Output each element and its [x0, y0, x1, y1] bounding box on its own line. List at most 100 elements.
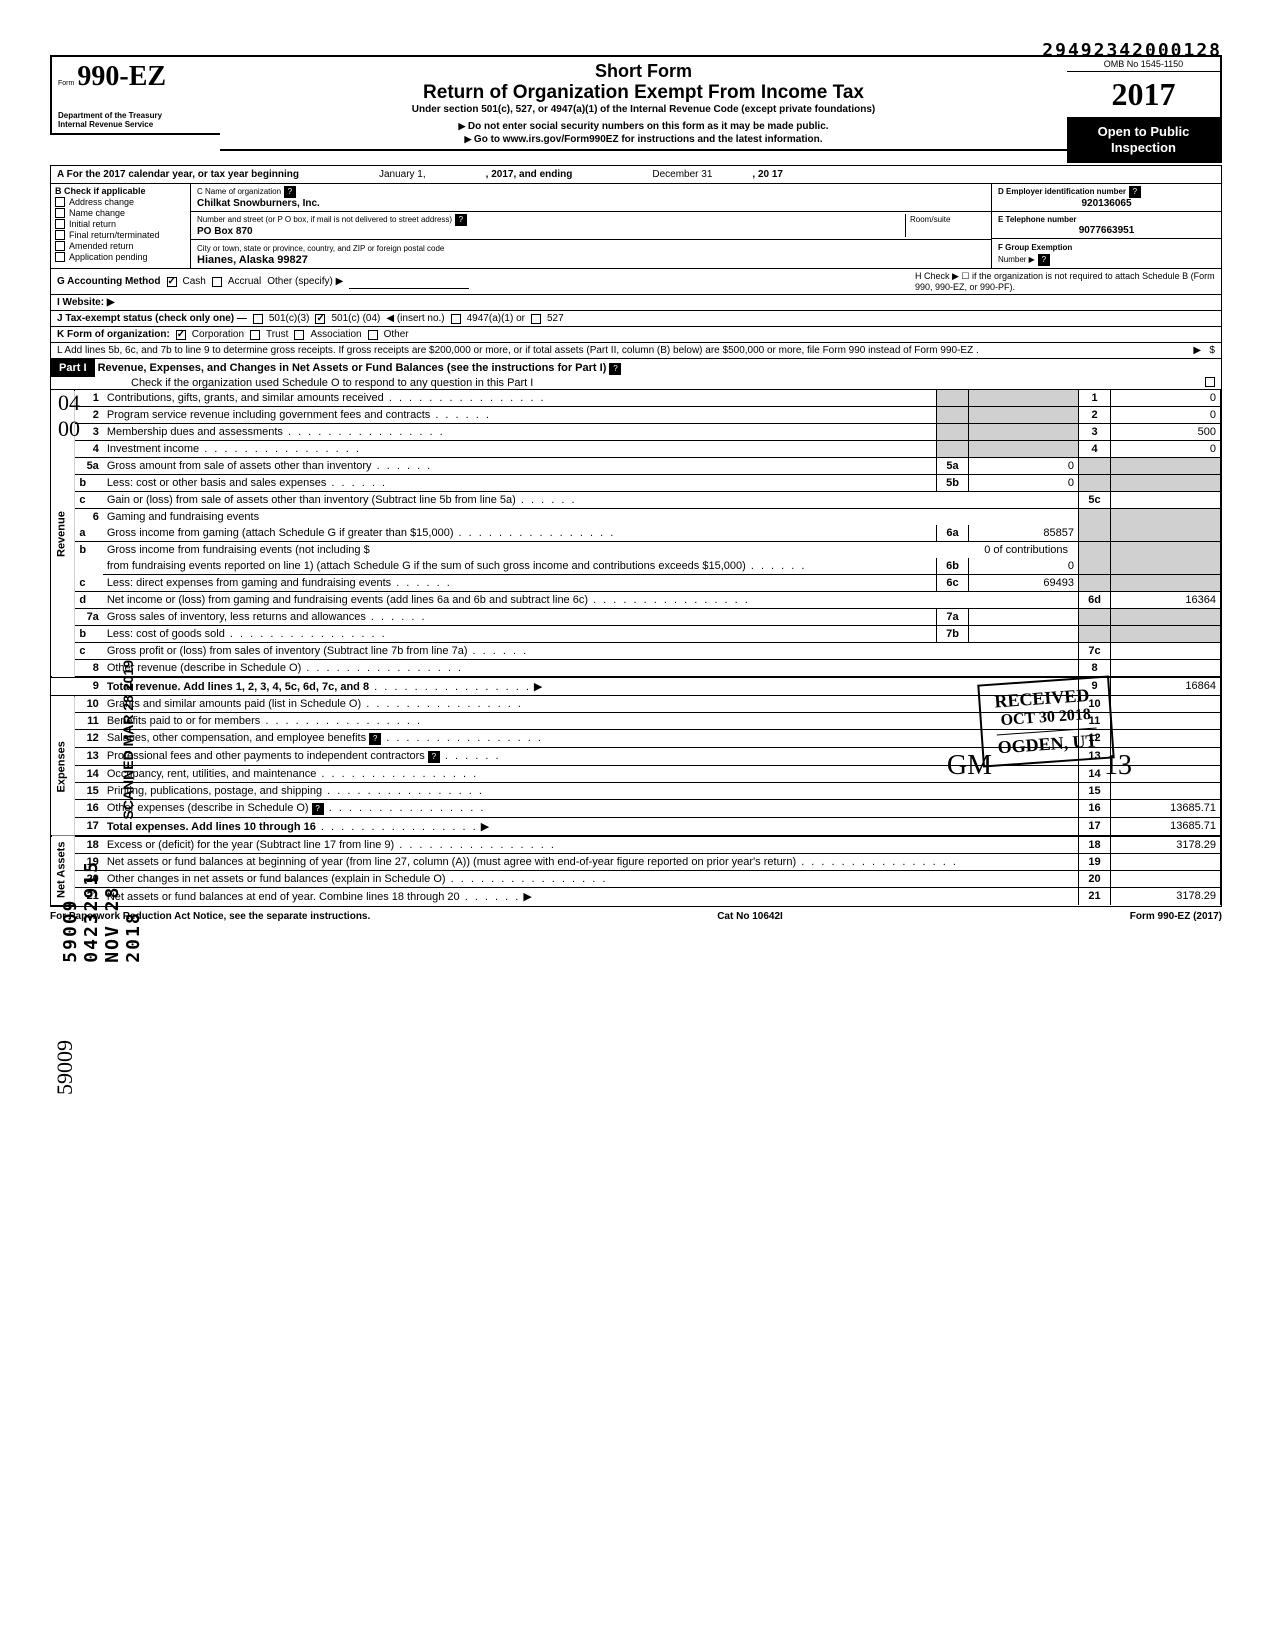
- val-18: 3178.29: [1111, 836, 1221, 854]
- val-21: 3178.29: [1111, 888, 1221, 906]
- street-label: Number and street (or P O box, if mail i…: [197, 215, 452, 224]
- stamp-ogden: OGDEN, UT: [997, 727, 1098, 758]
- chk-other-org[interactable]: [368, 330, 378, 340]
- row-l-gross-receipts: L Add lines 5b, 6c, and 7b to line 9 to …: [50, 343, 1222, 359]
- tax-year: 2017: [1067, 72, 1220, 118]
- chk-association[interactable]: [294, 330, 304, 340]
- val-16: 13685.71: [1111, 800, 1221, 818]
- box-3: 3: [1079, 424, 1111, 441]
- chk-schedule-o[interactable]: [1205, 377, 1215, 387]
- chk-corporation[interactable]: [176, 330, 186, 340]
- form-prefix: Form: [58, 80, 74, 87]
- chk-amended-return[interactable]: [55, 241, 65, 251]
- j-insert: ◀ (insert no.): [386, 313, 444, 324]
- chk-address-change[interactable]: [55, 197, 65, 207]
- box-21: 21: [1079, 888, 1111, 906]
- dln-stamp: 59009 04232915 NOV 28 2018: [60, 860, 144, 963]
- val-6c: 69493: [969, 575, 1079, 592]
- ln-9: 9: [75, 677, 103, 696]
- ln-5b-text: Less: cost or other basis and sales expe…: [107, 477, 327, 489]
- chk-initial-return[interactable]: [55, 219, 65, 229]
- ln-14-text: Occupancy, rent, utilities, and maintena…: [107, 768, 317, 780]
- j-label: J Tax-exempt status (check only one) —: [57, 313, 247, 324]
- col-b-item-2: Initial return: [69, 219, 116, 229]
- footer-right: Form 990-EZ (2017): [1130, 911, 1222, 922]
- box-6c: 6c: [937, 575, 969, 592]
- ln-6b-text1: Gross income from fundraising events (no…: [107, 544, 370, 556]
- website-label: I Website: ▶: [57, 297, 115, 308]
- help-icon: ?: [284, 186, 296, 198]
- box-8: 8: [1079, 660, 1111, 678]
- box-6a: 6a: [937, 525, 969, 542]
- ln-6b-text2: from fundraising events reported on line…: [107, 560, 746, 572]
- ln-20-text: Other changes in net assets or fund bala…: [107, 873, 446, 885]
- ln-6c-text: Less: direct expenses from gaming and fu…: [107, 577, 391, 589]
- ln-7c: c: [75, 643, 103, 660]
- box-15: 15: [1079, 783, 1111, 800]
- k-assoc: Association: [310, 329, 361, 340]
- help-icon: ?: [1129, 186, 1141, 198]
- j-opt3: 4947(a)(1) or: [467, 313, 525, 324]
- val-12: [1111, 730, 1221, 748]
- col-b-item-1: Name change: [69, 208, 125, 218]
- ln-9-text: Total revenue. Add lines 1, 2, 3, 4, 5c,…: [107, 681, 369, 693]
- ln-6b-contrib: 0 of contributions: [937, 542, 1079, 559]
- col-b-item-3: Final return/terminated: [69, 230, 160, 240]
- lines-table: Revenue 1 Contributions, gifts, grants, …: [51, 390, 1221, 906]
- acct-cash: Cash: [183, 276, 206, 287]
- ln-17: 17: [75, 818, 103, 837]
- chk-final-return[interactable]: [55, 230, 65, 240]
- part1-header-row: Part I Revenue, Expenses, and Changes in…: [50, 359, 1222, 390]
- val-10: [1111, 696, 1221, 713]
- ln-5a: 5a: [75, 458, 103, 475]
- ln-18-text: Excess or (deficit) for the year (Subtra…: [107, 839, 394, 851]
- row-j-tax-status: J Tax-exempt status (check only one) — 5…: [50, 311, 1222, 327]
- right-header-box: OMB No 1545-1150 2017 Open to Public Ins…: [1067, 55, 1222, 163]
- city-value: Hianes, Alaska 99827: [197, 254, 308, 266]
- city-cell: City or town, state or province, country…: [191, 240, 991, 268]
- row-a-suffix: , 20 17: [752, 169, 783, 180]
- box-6b: 6b: [937, 558, 969, 575]
- box-18: 18: [1079, 836, 1111, 854]
- handwriting-initials: GM: [947, 750, 992, 782]
- chk-cash[interactable]: [167, 277, 177, 287]
- ln-8: 8: [75, 660, 103, 678]
- lines-table-container: Revenue 1 Contributions, gifts, grants, …: [50, 390, 1222, 907]
- ln-7b-text: Less: cost of goods sold: [107, 628, 225, 640]
- chk-name-change[interactable]: [55, 208, 65, 218]
- chk-trust[interactable]: [250, 330, 260, 340]
- tel-value: 9077663951: [998, 225, 1215, 236]
- instruction-1: Do not enter social security numbers on …: [224, 121, 1063, 132]
- row-k-form-org: K Form of organization: Corporation Trus…: [50, 327, 1222, 343]
- ln-15-text: Printing, publications, postage, and shi…: [107, 785, 322, 797]
- help-icon: ?: [609, 363, 621, 375]
- ln-6c: c: [75, 575, 103, 592]
- chk-4947[interactable]: [451, 314, 461, 324]
- chk-accrual[interactable]: [212, 277, 222, 287]
- column-b: B Check if applicable Address change Nam…: [51, 184, 191, 268]
- chk-application-pending[interactable]: [55, 252, 65, 262]
- chk-527[interactable]: [531, 314, 541, 324]
- ln-4: 4: [75, 441, 103, 458]
- j-opt4: 527: [547, 313, 564, 324]
- ln-5c-text: Gain or (loss) from sale of assets other…: [107, 494, 516, 506]
- ln-18: 18: [75, 836, 103, 854]
- ln-14: 14: [75, 766, 103, 783]
- form-header: Form 990-EZ Department of the Treasury I…: [50, 55, 1222, 163]
- acct-other-input[interactable]: [349, 275, 469, 289]
- val-7b: [969, 626, 1079, 643]
- val-4: 0: [1111, 441, 1221, 458]
- ln-3-text: Membership dues and assessments: [107, 426, 283, 438]
- line-l-text: L Add lines 5b, 6c, and 7b to line 9 to …: [57, 345, 979, 356]
- val-9: 16864: [1111, 677, 1221, 696]
- chk-501c[interactable]: [315, 314, 325, 324]
- row-a-tax-year: A For the 2017 calendar year, or tax yea…: [50, 165, 1222, 184]
- box-5c: 5c: [1079, 492, 1111, 509]
- handwriting-04: 04 00: [58, 390, 80, 442]
- ln-5b: b: [75, 475, 103, 492]
- chk-501c3[interactable]: [253, 314, 263, 324]
- ein-label: D Employer identification number: [998, 187, 1126, 196]
- k-other: Other: [384, 329, 409, 340]
- ln-13-text: Professional fees and other payments to …: [107, 750, 425, 762]
- form-number: 990-EZ: [77, 61, 166, 92]
